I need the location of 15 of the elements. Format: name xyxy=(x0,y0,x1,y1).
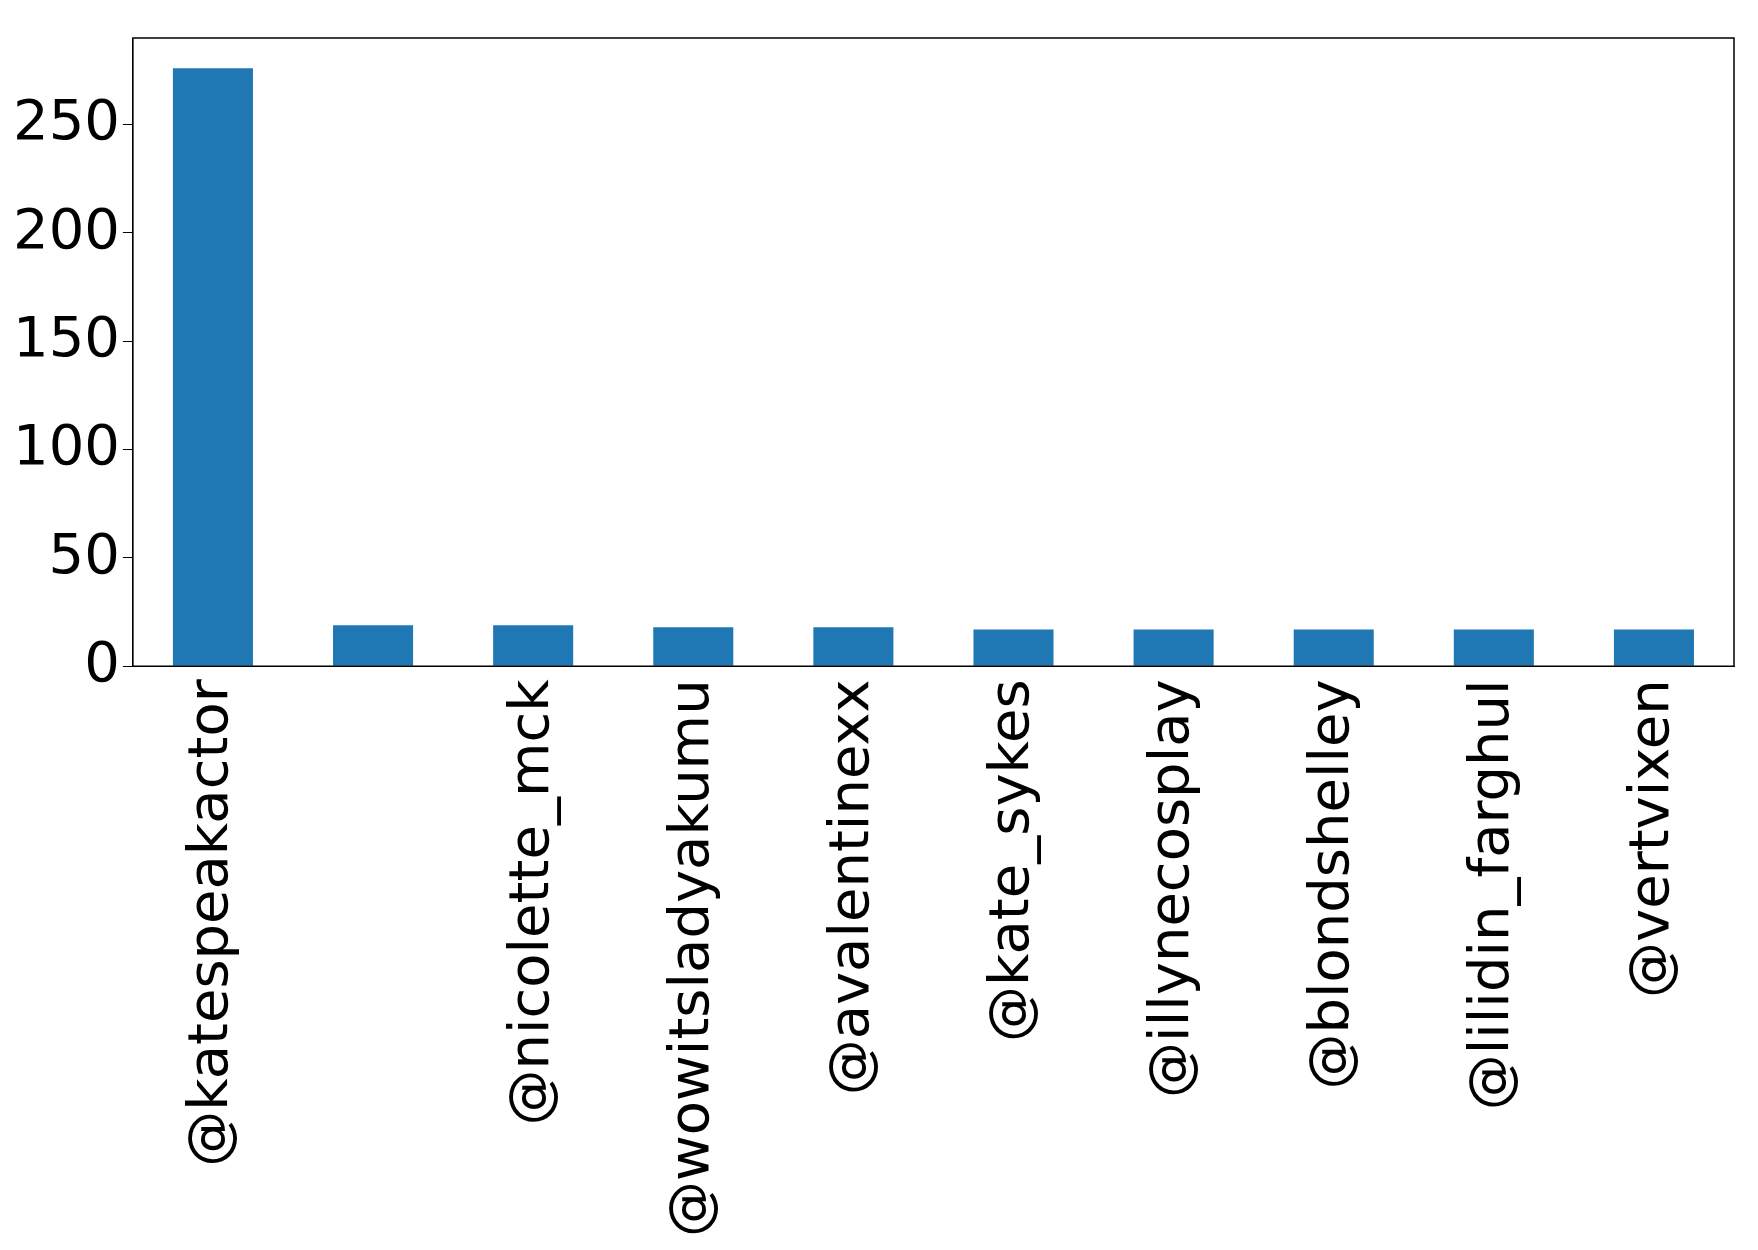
x-tick-label: @kate_sykes xyxy=(976,679,1042,1042)
y-tick-label: 150 xyxy=(13,303,120,369)
y-tick-label: 250 xyxy=(13,87,120,153)
y-tick-label: 50 xyxy=(48,520,120,586)
y-tick-label: 0 xyxy=(84,628,120,694)
y-tick-label: 100 xyxy=(13,412,120,478)
x-tick-label: @blondshelley xyxy=(1296,679,1362,1090)
x-tick-label: @lilidin_farghul xyxy=(1456,679,1522,1111)
x-tick-label: @vertvixen xyxy=(1616,679,1682,998)
y-tick-label: 200 xyxy=(13,195,120,261)
x-tick-label: @illynecosplay xyxy=(1136,679,1202,1098)
x-tick-label: @avalentinexx xyxy=(815,679,881,1096)
x-tick-label: @nicolette_mck xyxy=(495,678,561,1126)
x-tick-label: @katespeakactor xyxy=(175,678,241,1167)
x-tick-label: @wowitsladyakumu xyxy=(655,679,721,1238)
